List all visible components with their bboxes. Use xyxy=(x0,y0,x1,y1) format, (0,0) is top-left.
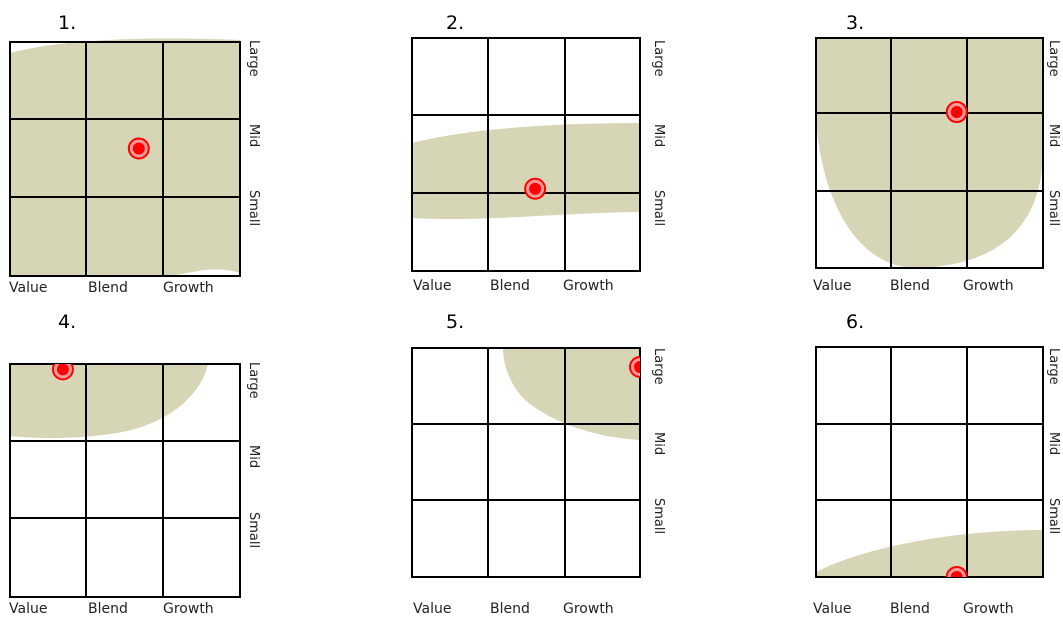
y-label-mid: Mid xyxy=(1046,432,1061,455)
y-label-small: Small xyxy=(1046,498,1061,534)
style-region xyxy=(10,38,240,276)
x-label-growth: Growth xyxy=(563,601,614,617)
y-label-large: Large xyxy=(246,362,261,399)
position-marker xyxy=(945,101,968,124)
position-marker xyxy=(524,177,547,200)
y-label-small: Small xyxy=(246,190,261,226)
x-label-blend: Blend xyxy=(890,601,930,617)
x-label-blend: Blend xyxy=(890,278,930,294)
y-label-large: Large xyxy=(246,40,261,77)
x-label-growth: Growth xyxy=(963,278,1014,294)
style-region xyxy=(816,38,1043,268)
y-label-mid: Mid xyxy=(1046,124,1061,147)
y-label-small: Small xyxy=(246,512,261,548)
x-label-growth: Growth xyxy=(963,601,1014,617)
style-box-panel: 5. Value Blend Growth Large Mid Small xyxy=(411,311,666,617)
grid-frame xyxy=(9,363,241,598)
grid-frame xyxy=(411,37,641,272)
style-region xyxy=(412,123,640,220)
x-label-blend: Blend xyxy=(490,601,530,617)
marker-dot xyxy=(529,182,542,195)
y-label-mid: Mid xyxy=(246,124,261,147)
y-label-large: Large xyxy=(1046,348,1061,385)
x-label-value: Value xyxy=(413,278,451,294)
style-box-panel: 4. Value Blend Growth Large Mid Small xyxy=(9,311,261,617)
grid-frame xyxy=(815,37,1044,269)
marker-dot xyxy=(132,142,145,155)
x-label-growth: Growth xyxy=(163,280,214,296)
x-label-blend: Blend xyxy=(88,601,128,617)
style-region xyxy=(816,530,1043,577)
grid-frame xyxy=(9,41,241,277)
grid-frame xyxy=(411,347,641,578)
y-label-mid: Mid xyxy=(651,124,666,147)
grid-frame xyxy=(815,346,1044,578)
y-label-mid: Mid xyxy=(246,445,261,468)
style-region xyxy=(10,364,208,438)
panel-number: 5. xyxy=(446,311,464,333)
style-box-panel: 1. Value Blend Growth Large Mid Small xyxy=(9,12,261,296)
x-label-value: Value xyxy=(9,280,47,296)
x-label-value: Value xyxy=(413,601,451,617)
marker-dot xyxy=(950,571,963,577)
style-region xyxy=(503,348,640,440)
x-label-value: Value xyxy=(813,601,851,617)
x-label-blend: Blend xyxy=(490,278,530,294)
style-box-panel: 6. Value Blend Growth Large Mid Small xyxy=(813,311,1061,617)
panel-number: 2. xyxy=(446,12,464,34)
x-label-blend: Blend xyxy=(88,280,128,296)
position-marker xyxy=(51,364,74,381)
style-box-panel: 2. Value Blend Growth Large Mid Small xyxy=(411,12,666,294)
panel-number: 1. xyxy=(58,12,76,34)
y-label-small: Small xyxy=(1046,190,1061,226)
panel-number: 3. xyxy=(846,12,864,34)
position-marker xyxy=(945,566,968,577)
y-label-large: Large xyxy=(651,348,666,385)
marker-dot xyxy=(634,361,640,374)
y-label-small: Small xyxy=(651,190,666,226)
y-label-small: Small xyxy=(651,498,666,534)
y-label-large: Large xyxy=(651,40,666,77)
position-marker xyxy=(629,356,640,379)
marker-dot xyxy=(56,364,69,376)
y-label-mid: Mid xyxy=(651,432,666,455)
style-box-panel: 3. Value Blend Growth Large Mid Small xyxy=(813,12,1061,294)
position-marker xyxy=(127,137,150,160)
panel-number: 4. xyxy=(58,311,76,333)
y-label-large: Large xyxy=(1046,40,1061,77)
x-label-value: Value xyxy=(9,601,47,617)
x-label-growth: Growth xyxy=(563,278,614,294)
panel-number: 6. xyxy=(846,311,864,333)
x-label-growth: Growth xyxy=(163,601,214,617)
x-label-value: Value xyxy=(813,278,851,294)
marker-dot xyxy=(950,106,963,119)
